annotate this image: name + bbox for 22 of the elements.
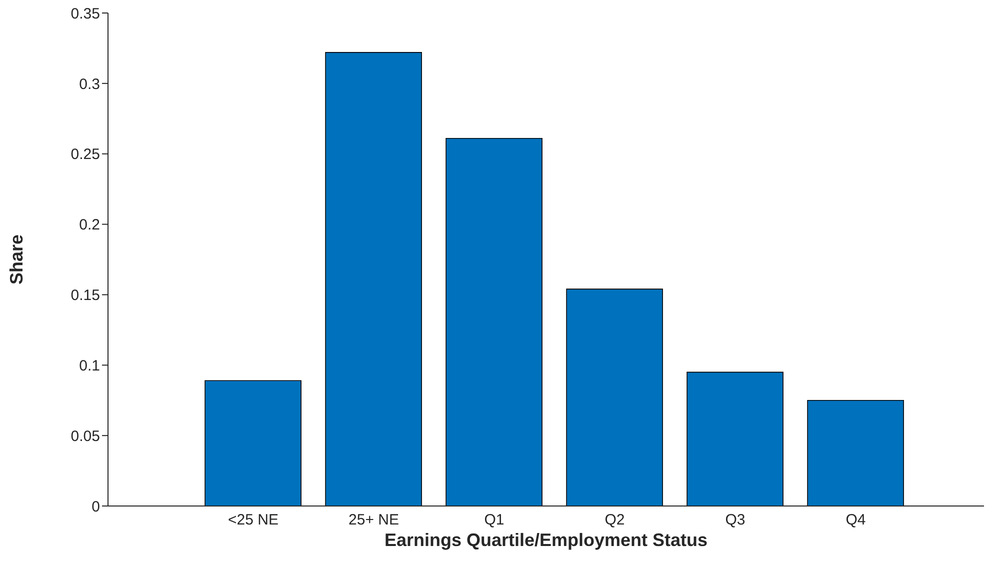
y-tick-label: 0.05 [70, 428, 100, 445]
y-tick-label: 0.15 [70, 287, 100, 304]
y-axis-title: Share [6, 234, 26, 285]
y-tick-label: 0.35 [70, 5, 100, 22]
y-tick-label: 0.25 [70, 146, 100, 164]
x-tick-label: Q4 [846, 512, 866, 529]
bar [807, 400, 904, 506]
bar [325, 52, 422, 506]
bar [446, 138, 542, 506]
y-tick-label: 0.3 [79, 76, 100, 93]
bar [686, 372, 784, 506]
y-tick-label: 0.1 [79, 357, 100, 374]
x-tick-label: Q1 [484, 512, 504, 529]
y-tick-label: 0.2 [79, 216, 100, 234]
y-tick-label: 0 [92, 498, 100, 516]
x-tick-label: Q3 [725, 512, 746, 529]
x-tick-label: 25+ NE [348, 512, 399, 529]
bar [566, 288, 663, 506]
bar [204, 380, 302, 506]
x-axis-title: Earnings Quartile/Employment Status [384, 530, 708, 550]
x-tick-label: Q2 [604, 512, 625, 529]
x-tick-label: <25 NE [228, 512, 278, 529]
